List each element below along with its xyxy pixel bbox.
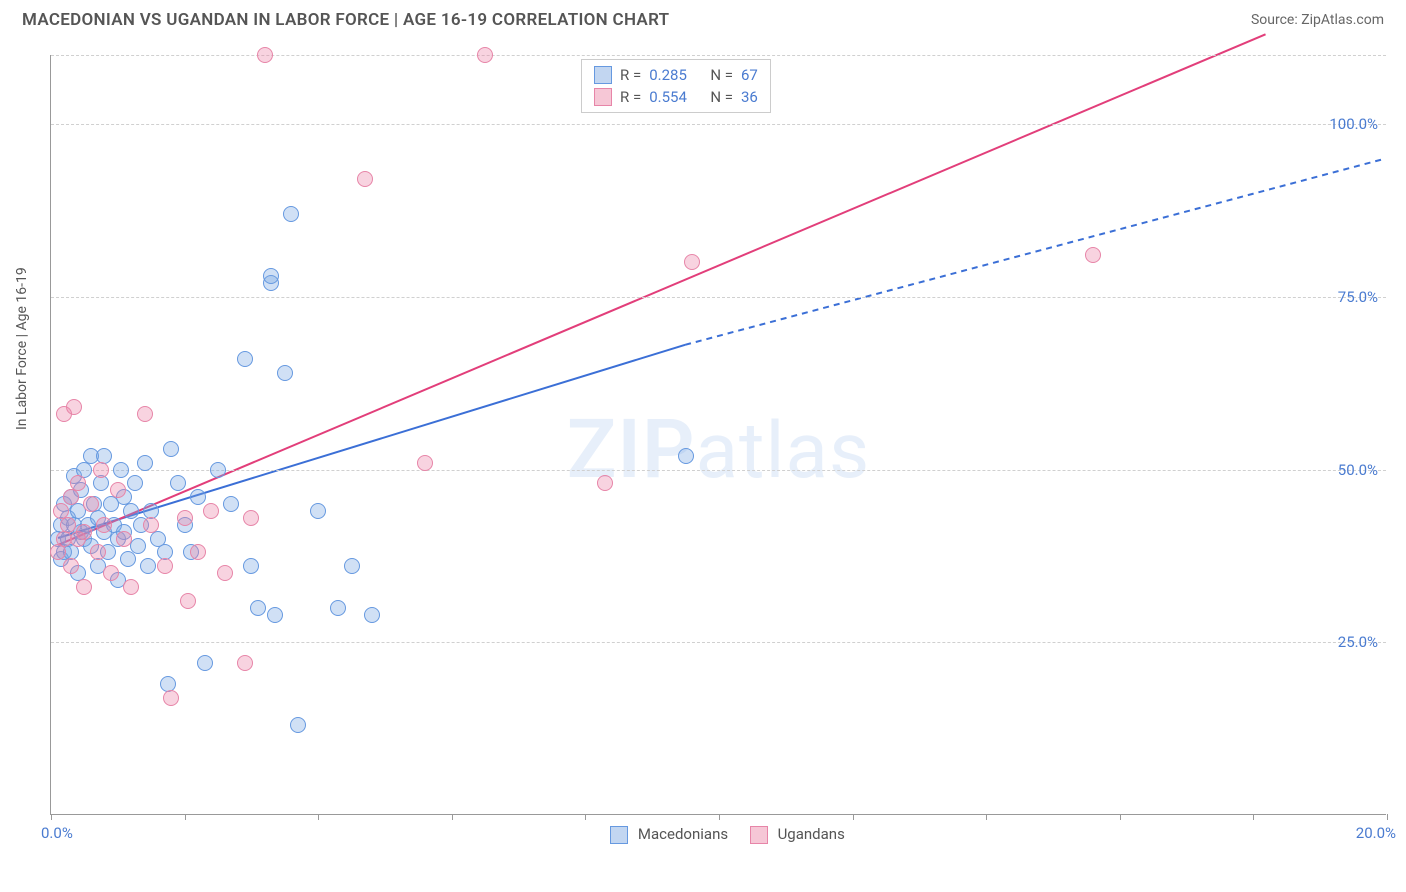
data-point [330,600,346,616]
r-value-ugandans: 0.554 [649,88,687,106]
x-tick [318,814,319,820]
data-point [290,717,306,733]
data-point [76,579,92,595]
scatter-plot-area: ZIPatlas R = 0.285 N = 67 R = 0.554 N = … [50,55,1386,815]
data-point [143,517,159,533]
data-point [277,365,293,381]
data-point [417,455,433,471]
data-point [477,47,493,63]
r-value-macedonians: 0.285 [649,66,687,84]
swatch-macedonians-icon [594,66,612,84]
data-point [110,482,126,498]
data-point [310,503,326,519]
data-point [217,565,233,581]
stats-row-macedonians: R = 0.285 N = 67 [594,64,758,86]
data-point [364,607,380,623]
n-value-macedonians: 67 [741,66,758,84]
data-point [103,565,119,581]
data-point [157,558,173,574]
x-tick [585,814,586,820]
stats-row-ugandans: R = 0.554 N = 36 [594,86,758,108]
data-point [170,475,186,491]
y-tick-label: 25.0% [1338,633,1378,651]
data-point [70,475,86,491]
x-tick [1253,814,1254,820]
gridline [51,470,1386,471]
data-point [597,475,613,491]
data-point [93,462,109,478]
data-point [63,489,79,505]
data-point [250,600,266,616]
data-point [116,531,132,547]
x-tick [1387,814,1388,820]
y-axis-title: In Labor Force | Age 16-19 [14,267,30,430]
data-point [344,558,360,574]
data-point [66,399,82,415]
x-tick [853,814,854,820]
data-point [163,690,179,706]
source-label: Source: ZipAtlas.com [1251,12,1384,28]
data-point [163,441,179,457]
data-point [678,448,694,464]
data-point [267,607,283,623]
data-point [263,268,279,284]
n-value-ugandans: 36 [741,88,758,106]
data-point [684,254,700,270]
data-point [50,544,66,560]
x-tick [1120,814,1121,820]
data-point [237,655,253,671]
gridline [51,642,1386,643]
legend-swatch-macedonians-icon [610,826,628,844]
data-point [96,517,112,533]
trend-lines [51,55,1386,814]
data-point [190,489,206,505]
chart-title: MACEDONIAN VS UGANDAN IN LABOR FORCE | A… [22,10,669,30]
legend-label-macedonians: Macedonians [638,825,728,843]
x-tick [719,814,720,820]
x-tick [51,814,52,820]
data-point [140,558,156,574]
data-point [137,406,153,422]
data-point [223,496,239,512]
x-tick [185,814,186,820]
legend-label-ugandans: Ugandans [778,825,845,843]
data-point [1085,247,1101,263]
data-point [243,510,259,526]
data-point [93,475,109,491]
stats-legend-box: R = 0.285 N = 67 R = 0.554 N = 36 [581,59,771,113]
chart-header: MACEDONIAN VS UGANDAN IN LABOR FORCE | A… [0,0,1406,38]
legend-swatch-ugandans-icon [750,826,768,844]
data-point [210,462,226,478]
data-point [283,206,299,222]
data-point [197,655,213,671]
data-point [203,503,219,519]
data-point [137,455,153,471]
data-point [190,544,206,560]
gridline [51,124,1386,125]
y-tick-label: 100.0% [1329,115,1378,133]
data-point [257,47,273,63]
data-point [357,171,373,187]
data-point [177,510,193,526]
data-point [63,558,79,574]
x-tick [986,814,987,820]
swatch-ugandans-icon [594,88,612,106]
x-tick [452,814,453,820]
data-point [243,558,259,574]
data-point [180,593,196,609]
data-point [83,496,99,512]
y-tick-label: 50.0% [1338,461,1378,479]
data-point [113,462,129,478]
data-point [237,351,253,367]
series-legend: Macedonians Ugandans [51,825,1386,844]
y-tick-label: 75.0% [1338,288,1378,306]
data-point [127,475,143,491]
data-point [90,544,106,560]
data-point [123,579,139,595]
data-point [76,524,92,540]
gridline [51,297,1386,298]
gridline [51,55,1386,56]
data-point [120,551,136,567]
